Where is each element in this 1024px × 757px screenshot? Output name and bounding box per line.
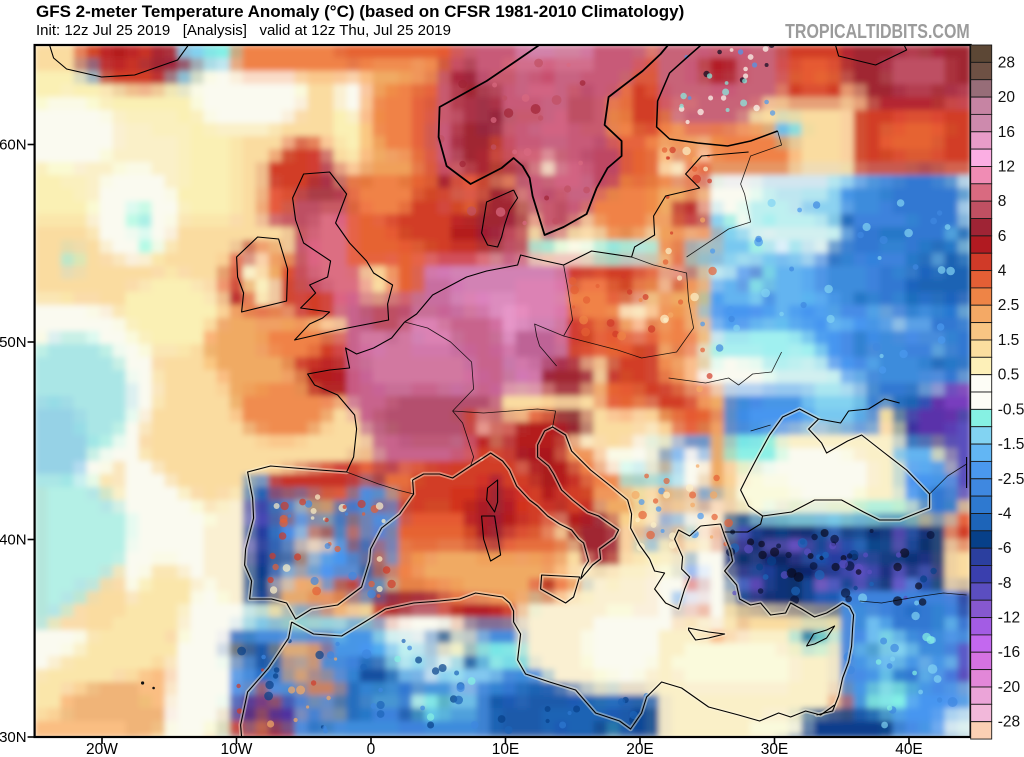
svg-text:20: 20 — [998, 89, 1016, 106]
svg-text:12: 12 — [998, 159, 1015, 176]
svg-text:6: 6 — [998, 228, 1007, 245]
svg-text:4: 4 — [998, 263, 1007, 280]
svg-text:30E: 30E — [761, 741, 789, 757]
svg-text:8: 8 — [998, 193, 1007, 210]
svg-text:40E: 40E — [895, 741, 923, 757]
svg-text:0.5: 0.5 — [998, 367, 1020, 384]
svg-text:-8: -8 — [998, 575, 1012, 592]
svg-text:10E: 10E — [492, 741, 520, 757]
svg-text:-1.5: -1.5 — [998, 436, 1024, 453]
svg-text:-16: -16 — [998, 644, 1020, 661]
svg-text:20E: 20E — [626, 741, 654, 757]
svg-text:40N: 40N — [0, 532, 27, 549]
svg-text:-20: -20 — [998, 679, 1021, 696]
svg-text:-6: -6 — [998, 540, 1012, 557]
svg-text:16: 16 — [998, 124, 1015, 141]
svg-text:0: 0 — [367, 741, 376, 757]
svg-text:-28: -28 — [998, 714, 1020, 731]
svg-text:60N: 60N — [0, 137, 27, 154]
svg-text:-12: -12 — [998, 610, 1020, 627]
svg-text:28: 28 — [998, 54, 1015, 71]
svg-text:20W: 20W — [86, 741, 118, 757]
svg-text:-2.5: -2.5 — [998, 471, 1024, 488]
svg-text:-4: -4 — [998, 506, 1012, 523]
svg-text:30N: 30N — [0, 729, 27, 746]
svg-text:10W: 10W — [221, 741, 253, 757]
svg-text:1.5: 1.5 — [998, 332, 1020, 349]
svg-text:2.5: 2.5 — [998, 297, 1020, 314]
svg-text:-0.5: -0.5 — [998, 401, 1024, 418]
svg-text:50N: 50N — [0, 334, 27, 351]
